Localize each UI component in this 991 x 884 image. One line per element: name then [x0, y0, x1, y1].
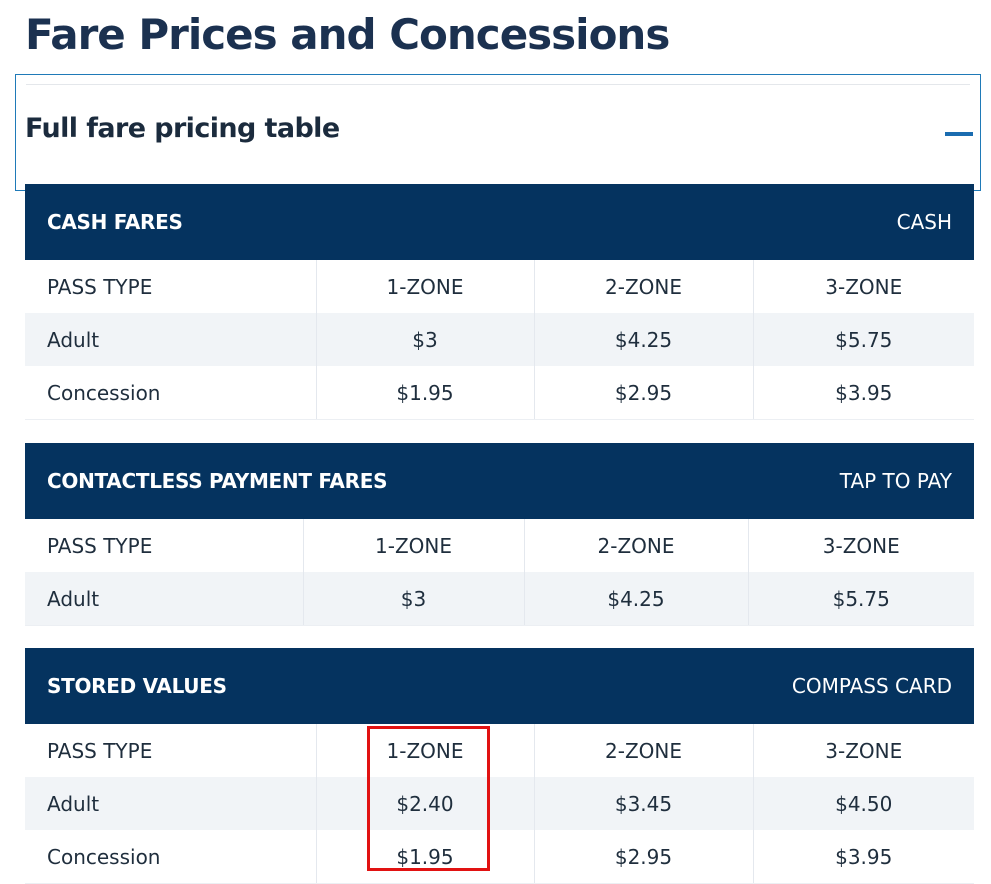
table-row: Concession $1.95 $2.95 $3.95	[25, 830, 974, 884]
table-title: STORED VALUES	[25, 648, 534, 724]
header-row: PASS TYPE 1-ZONE 2-ZONE 3-ZONE	[25, 724, 974, 777]
fare-cell: $3.95	[753, 830, 974, 884]
header-row: PASS TYPE 1-ZONE 2-ZONE 3-ZONE	[25, 260, 974, 313]
header-cell: 3-ZONE	[748, 519, 974, 572]
header-cell: PASS TYPE	[25, 260, 316, 313]
table-title: CASH FARES	[25, 184, 534, 260]
fare-cell: $4.50	[753, 777, 974, 830]
header-cell: PASS TYPE	[25, 724, 316, 777]
header-cell: 3-ZONE	[753, 260, 974, 313]
table-band: CONTACTLESS PAYMENT FARES TAP TO PAY	[25, 443, 974, 519]
table-band: CASH FARES CASH	[25, 184, 974, 260]
table-row: Adult $3 $4.25 $5.75	[25, 313, 974, 366]
header-cell: 1-ZONE	[303, 519, 524, 572]
header-row: PASS TYPE 1-ZONE 2-ZONE 3-ZONE	[25, 519, 974, 572]
fare-cell: $5.75	[748, 572, 974, 626]
fare-cell: $3	[303, 572, 524, 626]
fare-cell: $1.95	[316, 830, 534, 884]
fare-cell: $2.95	[534, 366, 753, 420]
fare-cell: $4.25	[524, 572, 748, 626]
fare-cell: $3.95	[753, 366, 974, 420]
pass-type-cell: Concession	[25, 830, 316, 884]
header-cell: 3-ZONE	[753, 724, 974, 777]
pass-type-cell: Adult	[25, 313, 316, 366]
fare-cell: $4.25	[534, 313, 753, 366]
stored-values-table: STORED VALUES COMPASS CARD PASS TYPE 1-Z…	[25, 648, 974, 884]
table-title: CONTACTLESS PAYMENT FARES	[25, 443, 524, 519]
pass-type-cell: Adult	[25, 572, 303, 626]
pass-type-cell: Adult	[25, 777, 316, 830]
page-title: Fare Prices and Concessions	[25, 4, 669, 66]
fare-cell: $2.95	[534, 830, 753, 884]
header-cell: 2-ZONE	[534, 724, 753, 777]
cash-fares-table: CASH FARES CASH PASS TYPE 1-ZONE 2-ZONE …	[25, 184, 974, 420]
table-tag: CASH	[534, 184, 974, 260]
fare-cell: $3	[316, 313, 534, 366]
header-cell: 2-ZONE	[524, 519, 748, 572]
pass-type-cell: Concession	[25, 366, 316, 420]
header-cell: 1-ZONE	[316, 724, 534, 777]
table-tag: TAP TO PAY	[524, 443, 974, 519]
contactless-fares-table: CONTACTLESS PAYMENT FARES TAP TO PAY PAS…	[25, 443, 974, 626]
table-row: Adult $2.40 $3.45 $4.50	[25, 777, 974, 830]
header-cell: 2-ZONE	[534, 260, 753, 313]
accordion-title: Full fare pricing table	[25, 113, 340, 144]
table-tag: COMPASS CARD	[534, 648, 974, 724]
table-row: Adult $3 $4.25 $5.75	[25, 572, 974, 626]
header-cell: PASS TYPE	[25, 519, 303, 572]
table-band: STORED VALUES COMPASS CARD	[25, 648, 974, 724]
fare-table-accordion-header[interactable]: Full fare pricing table	[15, 74, 981, 191]
minus-icon[interactable]	[945, 132, 973, 136]
table-row: Concession $1.95 $2.95 $3.95	[25, 366, 974, 420]
accordion-divider	[26, 84, 970, 85]
fare-cell: $2.40	[316, 777, 534, 830]
fare-cell: $5.75	[753, 313, 974, 366]
fare-cell: $3.45	[534, 777, 753, 830]
fare-cell: $1.95	[316, 366, 534, 420]
header-cell: 1-ZONE	[316, 260, 534, 313]
